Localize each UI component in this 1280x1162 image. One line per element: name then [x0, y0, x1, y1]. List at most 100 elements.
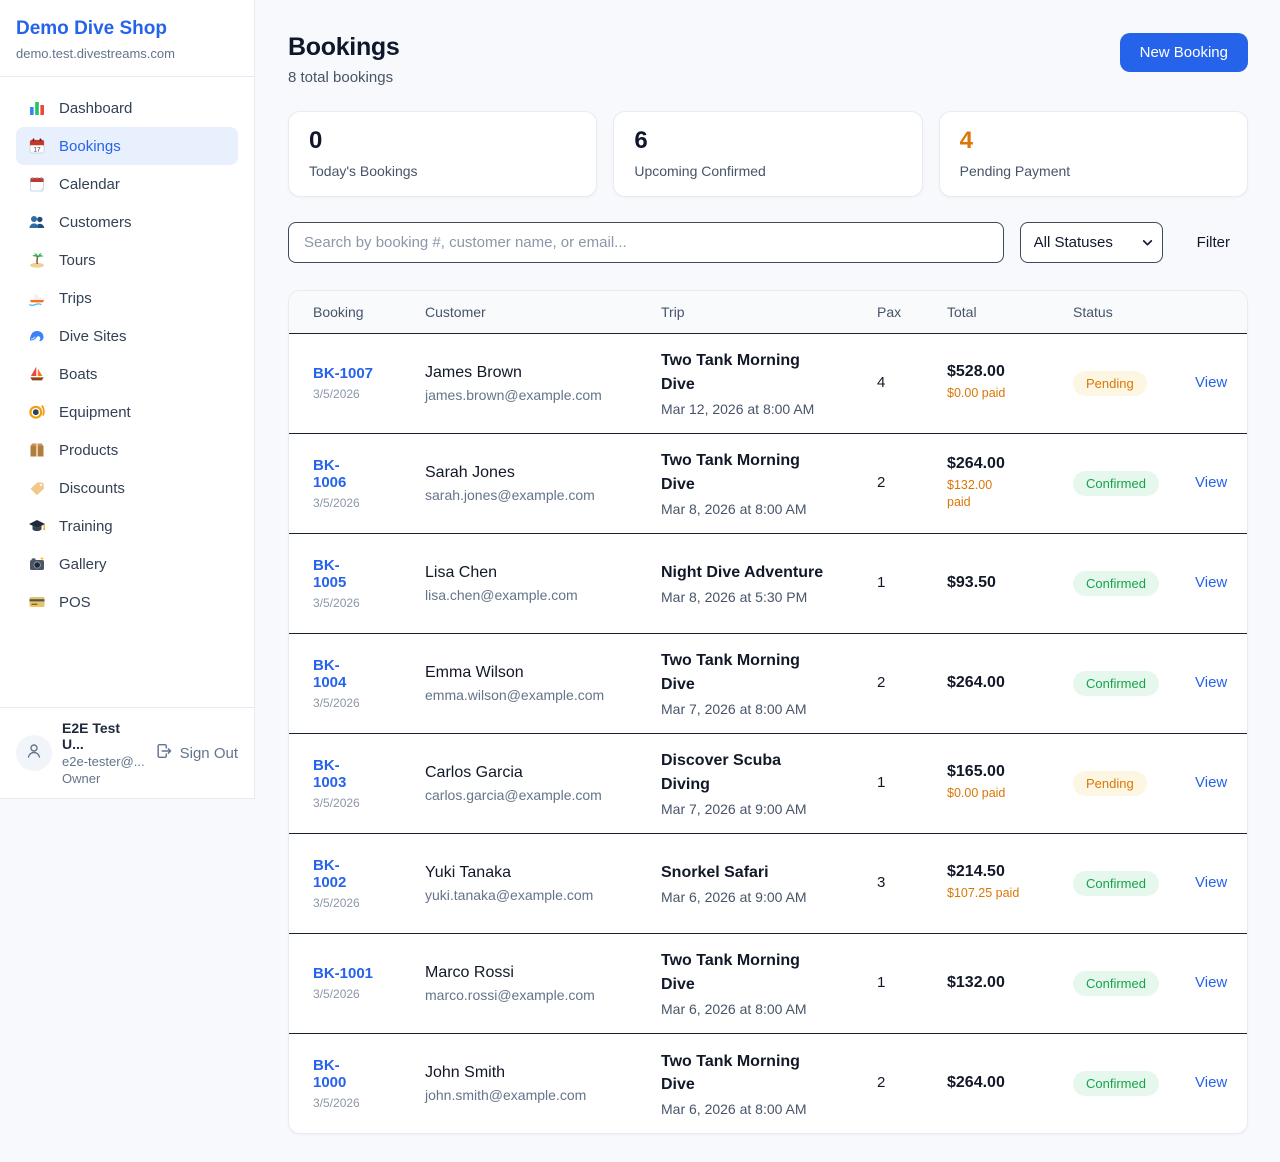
customer-email: john.smith@example.com: [425, 1086, 587, 1103]
sidebar-item-dive-sites[interactable]: Dive Sites: [16, 317, 238, 355]
paid-amount: $132.00 paid: [947, 477, 993, 510]
status-badge: Confirmed: [1073, 1070, 1159, 1096]
booking-number-link[interactable]: BK- 1004: [313, 656, 347, 691]
sidebar-footer: E2E Test U... e2e-tester@... Owner Sign …: [0, 707, 254, 798]
trip-name: Two Tank Morning Dive: [661, 1052, 800, 1093]
sidebar-header: Demo Dive Shop demo.test.divestreams.com: [0, 0, 254, 77]
pax-count: 2: [877, 674, 886, 691]
view-link[interactable]: View: [1195, 474, 1228, 491]
sidebar-item-boats[interactable]: Boats: [16, 355, 238, 393]
sidebar-item-products[interactable]: Products: [16, 431, 238, 469]
stat-value: 6: [634, 127, 648, 154]
sidebar-item-tours[interactable]: Tours: [16, 241, 238, 279]
booking-date: 3/5/2026: [313, 495, 360, 510]
trip-datetime: Mar 8, 2026 at 5:30 PM: [661, 589, 808, 606]
view-link[interactable]: View: [1195, 974, 1228, 991]
status-badge: Confirmed: [1073, 470, 1159, 496]
booking-number-link[interactable]: BK- 1000: [313, 1056, 347, 1091]
search-input[interactable]: [288, 222, 1004, 263]
sidebar-nav: Dashboard 17 Bookings Calendar Customers…: [0, 77, 254, 633]
pax-count: 2: [877, 1074, 886, 1092]
table-row: BK- 1006 3/5/2026 Sarah Jones sarah.jone…: [289, 432, 1247, 533]
bookings-table-card: Booking Customer Trip Pax Total Status B…: [288, 290, 1248, 1134]
view-link[interactable]: View: [1195, 874, 1228, 891]
booking-number-link[interactable]: BK- 1006: [313, 456, 347, 491]
app-subdomain: demo.test.divestreams.com: [16, 46, 175, 61]
column-header-actions: [1171, 291, 1247, 334]
wave-icon: [28, 327, 46, 345]
sign-out-label: Sign Out: [179, 744, 238, 762]
table-body: BK-1007 3/5/2026 James Brown james.brown…: [289, 333, 1247, 1133]
sidebar-item-dashboard[interactable]: Dashboard: [16, 89, 238, 127]
view-link[interactable]: View: [1195, 1074, 1228, 1092]
booking-number-link[interactable]: BK-1001: [313, 965, 374, 982]
sidebar-item-trips[interactable]: Trips: [16, 279, 238, 317]
trip-datetime: Mar 7, 2026 at 9:00 AM: [661, 800, 807, 817]
status-filter-select[interactable]: All Statuses: [1019, 222, 1163, 263]
table-row: BK- 1003 3/5/2026 Carlos Garcia carlos.g…: [289, 732, 1247, 833]
stat-card: 6 Upcoming Confirmed: [613, 111, 923, 197]
sidebar-item-pos[interactable]: POS: [16, 583, 238, 621]
sidebar-item-gallery[interactable]: Gallery: [16, 545, 238, 583]
trip-name: Two Tank Morning Dive: [661, 352, 800, 393]
sidebar-item-bookings[interactable]: 17 Bookings: [16, 127, 238, 165]
paid-amount: $0.00 paid: [947, 386, 1006, 401]
page-header: Bookings 8 total bookings New Booking: [288, 33, 1248, 86]
speedboat-icon: [28, 289, 46, 307]
package-icon: [28, 441, 46, 459]
pax-count: 4: [877, 374, 886, 391]
sign-out-button[interactable]: Sign Out: [155, 742, 238, 764]
user-name: E2E Test U...: [62, 720, 121, 752]
view-link[interactable]: View: [1195, 374, 1228, 391]
filter-button[interactable]: Filter: [1179, 234, 1248, 251]
stat-cards: 0 Today's Bookings 6 Upcoming Confirmed …: [288, 111, 1248, 197]
booking-date: 3/5/2026: [313, 895, 360, 910]
trip-datetime: Mar 6, 2026 at 9:00 AM: [661, 889, 807, 906]
sidebar: Demo Dive Shop demo.test.divestreams.com…: [0, 0, 255, 799]
status-badge: Pending: [1073, 370, 1147, 396]
stat-value: 4: [959, 127, 974, 154]
pax-count: 1: [877, 974, 886, 991]
diving-mask-icon: [28, 403, 46, 421]
stat-label: Today's Bookings: [309, 163, 418, 179]
sidebar-item-customers[interactable]: Customers: [16, 203, 238, 241]
sign-out-icon: [155, 742, 173, 764]
new-booking-button[interactable]: New Booking: [1119, 33, 1248, 72]
trip-name: Two Tank Morning Dive: [661, 652, 800, 693]
view-link[interactable]: View: [1195, 574, 1228, 591]
sidebar-item-training[interactable]: Training: [16, 507, 238, 545]
booking-number-link[interactable]: BK- 1002: [313, 856, 347, 891]
status-badge: Confirmed: [1073, 570, 1159, 596]
total-amount: $264.00: [947, 1074, 1005, 1092]
booking-number-link[interactable]: BK- 1003: [313, 756, 347, 791]
customer-name: Sarah Jones: [425, 463, 515, 481]
customer-email: sarah.jones@example.com: [425, 486, 595, 503]
credit-card-icon: [28, 593, 46, 611]
island-icon: [28, 251, 46, 269]
sidebar-item-calendar[interactable]: Calendar: [16, 165, 238, 203]
view-link[interactable]: View: [1195, 674, 1228, 691]
pax-count: 1: [877, 574, 886, 591]
customer-email: marco.rossi@example.com: [425, 986, 595, 1003]
status-filter: All Statuses: [1019, 222, 1163, 263]
booking-date: 3/5/2026: [313, 387, 360, 401]
total-amount: $93.50: [947, 574, 996, 591]
column-header-trip: Trip: [637, 291, 853, 334]
user-role: Owner: [62, 771, 101, 786]
customer-email: james.brown@example.com: [425, 386, 602, 403]
booking-date: 3/5/2026: [313, 595, 360, 610]
column-header-total: Total: [923, 291, 1049, 334]
bar-chart-icon: [28, 99, 46, 117]
trip-name: Discover Scuba Diving: [661, 752, 782, 793]
booking-number-link[interactable]: BK-1007: [313, 365, 374, 382]
view-link[interactable]: View: [1195, 774, 1228, 791]
pax-count: 3: [877, 874, 886, 891]
users-icon: [28, 213, 46, 231]
sidebar-item-discounts[interactable]: Discounts: [16, 469, 238, 507]
customer-email: yuki.tanaka@example.com: [425, 886, 594, 903]
total-amount: $214.50: [947, 863, 1005, 881]
booking-number-link[interactable]: BK- 1005: [313, 556, 347, 591]
filter-row: All Statuses Filter: [288, 222, 1248, 263]
sidebar-item-equipment[interactable]: Equipment: [16, 393, 238, 431]
table-row: BK- 1005 3/5/2026 Lisa Chen lisa.chen@ex…: [289, 532, 1247, 633]
